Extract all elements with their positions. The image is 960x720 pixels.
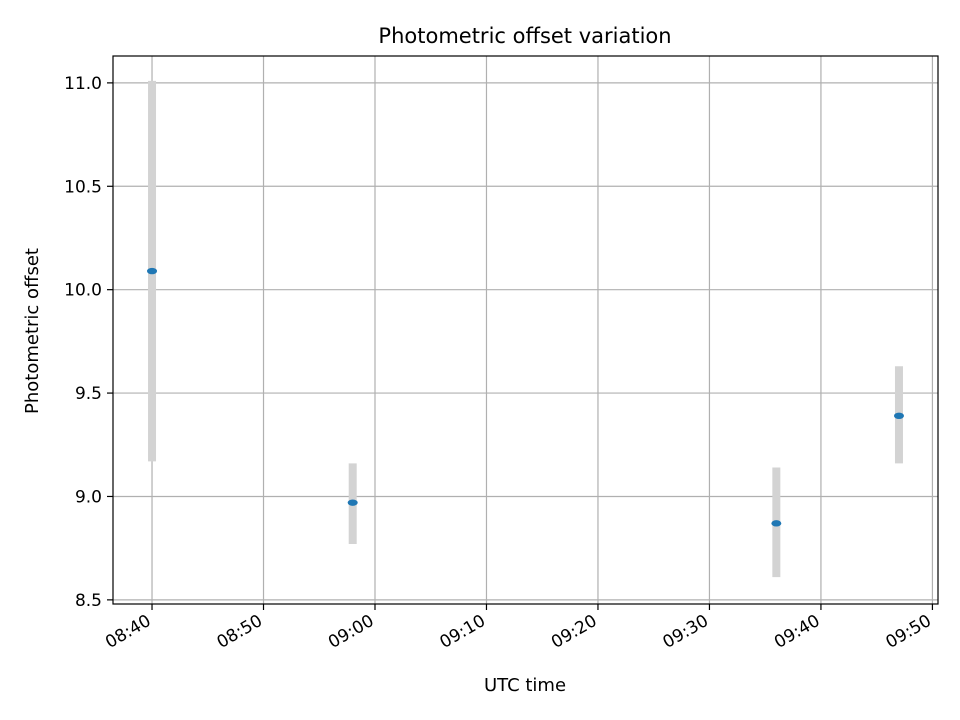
y-axis-ticks: 8.5 9.0 9.5 10.0 10.5 11.0 (64, 74, 113, 611)
grid-lines (113, 56, 938, 604)
y-tick-label: 11.0 (64, 74, 102, 94)
data-point (347, 499, 358, 506)
data-point (147, 267, 158, 275)
x-axis-label: UTC time (484, 675, 566, 696)
y-tick-label: 9.5 (75, 384, 102, 404)
data-points (147, 267, 904, 527)
plot-frame (112, 55, 939, 605)
y-tick-label: 8.5 (75, 591, 102, 611)
data-point (771, 520, 782, 527)
y-tick-label: 10.5 (64, 177, 102, 197)
y-axis-label: Photometric offset (22, 248, 43, 414)
chart-title: Photometric offset variation (378, 24, 671, 48)
y-tick-label: 9.0 (75, 487, 102, 507)
y-tick-label: 10.0 (64, 281, 102, 301)
data-point (893, 412, 904, 420)
